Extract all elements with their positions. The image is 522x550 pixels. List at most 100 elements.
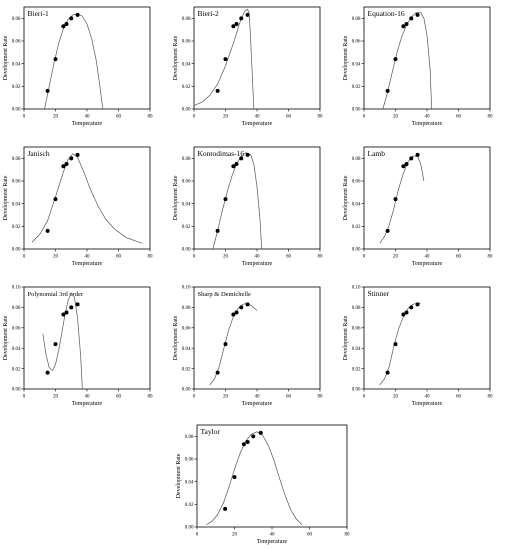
data-point <box>75 302 80 307</box>
y-tick-label: 0.00 <box>12 248 21 253</box>
data-point <box>75 152 80 157</box>
data-point <box>232 475 237 480</box>
y-tick-label: 0.08 <box>182 157 191 162</box>
x-tick-label: 20 <box>53 255 59 260</box>
fitted-curve <box>382 12 433 110</box>
x-tick-label: 60 <box>456 115 462 120</box>
x-tick-label: 40 <box>85 395 91 400</box>
y-axis-title: Development Rate <box>343 35 349 80</box>
y-tick-label: 0.04 <box>182 62 191 67</box>
x-tick-label: 40 <box>270 533 276 538</box>
panel-title: Polynomial 3rd order <box>28 291 84 298</box>
data-point <box>231 312 236 317</box>
x-tick-label: 80 <box>148 115 154 120</box>
y-tick-label: 0.04 <box>182 347 191 352</box>
panel-title: Bieri-1 <box>28 9 49 18</box>
x-axis-title: Temperature <box>242 401 273 407</box>
y-tick-label: 0.04 <box>182 202 191 207</box>
panel-bieri-1: 0 20 40 60 80 0.00 0.02 0.04 0.06 0.08 Temperature… <box>3 6 154 127</box>
y-axis-title: Development Rate <box>3 315 9 360</box>
y-tick-label: 0.00 <box>352 388 361 393</box>
panel-lamb: 0 20 40 60 80 0.00 0.02 0.04 0.06 0.08 Temperature… <box>343 146 493 267</box>
y-tick-label: 0.00 <box>185 526 194 531</box>
data-point <box>415 12 420 17</box>
y-axis-title: Development Rate <box>173 315 179 360</box>
y-tick-label: 0.10 <box>12 286 21 291</box>
y-tick-label: 0.04 <box>352 202 361 207</box>
data-point <box>223 342 228 347</box>
data-point <box>385 370 390 375</box>
y-tick-label: 0.06 <box>352 180 361 185</box>
y-axis-title: Development Rate <box>343 315 349 360</box>
x-tick-label: 0 <box>196 533 199 538</box>
x-tick-label: 60 <box>116 255 122 260</box>
plot-frame <box>193 146 321 250</box>
y-tick-label: 0.04 <box>185 480 194 485</box>
y-tick-label: 0.06 <box>352 327 361 332</box>
x-axis-title: Temperature <box>72 261 103 267</box>
y-tick-label: 0.02 <box>185 503 194 508</box>
x-tick-label: 20 <box>223 255 229 260</box>
y-tick-label: 0.00 <box>12 108 21 113</box>
x-tick-label: 0 <box>23 395 26 400</box>
panel-taylor: 0 20 40 60 80 0.00 0.02 0.04 0.06 0.08 Temperature… <box>176 424 350 545</box>
x-axis-title: Temperature <box>72 401 103 407</box>
x-tick-label: 60 <box>456 255 462 260</box>
plot-frame <box>363 6 491 110</box>
x-tick-label: 0 <box>193 255 196 260</box>
fitted-curve <box>193 8 255 110</box>
plot-frame <box>23 6 151 110</box>
panel-sharp-demichelle: 0 20 40 60 80 0.00 0.02 0.04 0.06 0.08 0.10 Tempera… <box>173 286 323 407</box>
y-axis-title: Development Rate <box>173 35 179 80</box>
x-tick-label: 0 <box>193 395 196 400</box>
x-tick-label: 60 <box>456 395 462 400</box>
data-point <box>409 305 414 310</box>
fitted-curve <box>44 13 104 110</box>
y-tick-label: 0.02 <box>12 85 21 90</box>
x-tick-label: 0 <box>193 115 196 120</box>
data-point <box>231 164 236 169</box>
data-point <box>61 24 66 29</box>
data-point <box>223 197 228 202</box>
data-point <box>234 162 239 166</box>
x-tick-label: 60 <box>286 395 292 400</box>
x-tick-label: 80 <box>488 395 494 400</box>
y-tick-label: 0.08 <box>352 306 361 311</box>
y-tick-label: 0.06 <box>12 40 21 45</box>
y-tick-label: 0.06 <box>182 180 191 185</box>
y-tick-label: 0.04 <box>352 62 361 67</box>
data-point <box>393 57 398 62</box>
data-point <box>215 88 220 93</box>
x-tick-label: 80 <box>488 115 494 120</box>
x-tick-label: 40 <box>255 395 261 400</box>
data-point <box>385 228 390 233</box>
data-point <box>45 228 50 233</box>
data-point <box>415 302 420 307</box>
y-tick-label: 0.06 <box>12 180 21 185</box>
x-tick-label: 40 <box>425 255 431 260</box>
panel-stinner: 0 20 40 60 80 0.00 0.02 0.04 0.06 0.08 0.10 Tempera… <box>343 286 493 407</box>
data-point <box>409 16 414 21</box>
data-point <box>64 22 69 26</box>
data-point <box>401 164 406 169</box>
data-point <box>61 312 66 317</box>
x-tick-label: 0 <box>23 255 26 260</box>
panel-title: Equation-16 <box>368 9 405 18</box>
y-axis-title: Development Rate <box>343 175 349 220</box>
x-tick-label: 20 <box>393 395 399 400</box>
plot-frame <box>23 286 151 390</box>
x-tick-label: 60 <box>307 533 313 538</box>
panel-title: Taylor <box>201 427 221 436</box>
x-tick-label: 40 <box>425 115 431 120</box>
y-tick-label: 0.00 <box>182 248 191 253</box>
data-point <box>64 162 69 166</box>
data-point <box>215 370 220 375</box>
plot-frame <box>363 146 491 250</box>
data-point <box>245 152 250 157</box>
data-point <box>223 57 228 62</box>
y-tick-label: 0.08 <box>12 17 21 22</box>
y-tick-label: 0.04 <box>12 202 21 207</box>
x-tick-label: 20 <box>232 533 238 538</box>
panel-title: Bieri-2 <box>198 9 219 18</box>
x-tick-label: 80 <box>318 255 324 260</box>
